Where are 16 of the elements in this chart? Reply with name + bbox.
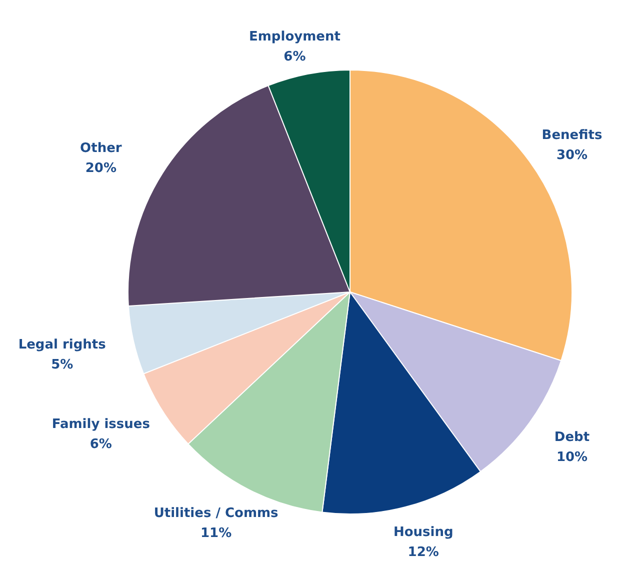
slice-label: Utilities / Comms: [154, 506, 279, 521]
slice-label: Family issues: [52, 416, 150, 432]
data-label: 6%: [284, 49, 306, 64]
slice-label: Debt: [554, 430, 590, 445]
data-label: 6%: [90, 436, 112, 452]
data-label: 12%: [408, 545, 439, 560]
data-label: 10%: [556, 450, 588, 465]
slice-label: Legal rights: [18, 338, 106, 353]
data-label: 5%: [51, 358, 74, 373]
slice-label: Housing: [393, 525, 454, 540]
data-label: 11%: [200, 526, 232, 541]
slice-label: Employment: [249, 29, 340, 44]
data-label: 30%: [556, 148, 588, 164]
slice-label: Benefits: [542, 128, 602, 144]
slice-label: Other: [80, 141, 122, 156]
data-label: 20%: [85, 161, 116, 176]
